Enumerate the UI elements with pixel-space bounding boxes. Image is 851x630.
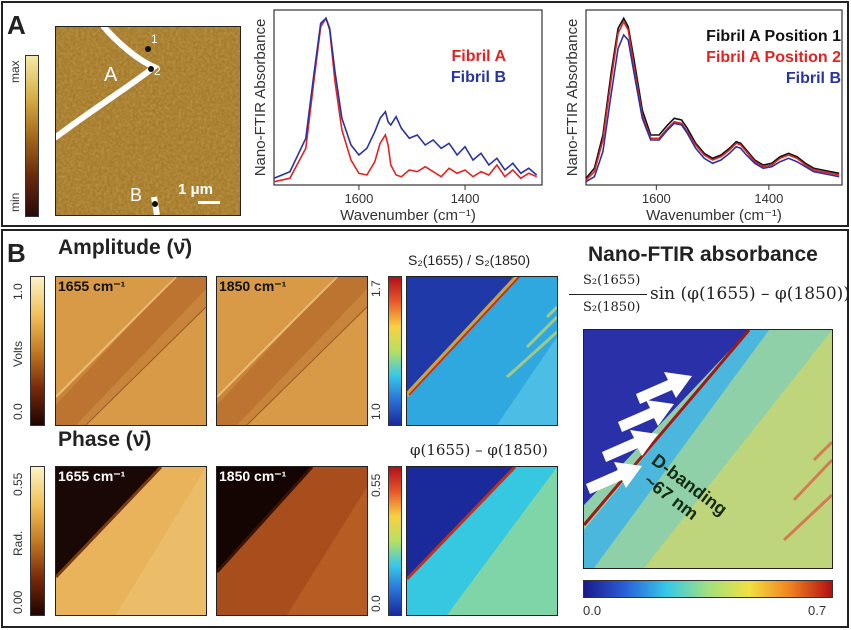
panel-letter-b: B: [7, 238, 26, 268]
legend-entry: Fibril A Position 2: [706, 49, 841, 66]
ratio-map-svg: [407, 277, 557, 425]
y-axis-title: Nano-FTIR Absorbance: [252, 19, 269, 177]
x-axis-title: Wavenumber (cm⁻¹): [340, 207, 476, 224]
phase-tag-1655: 1655 cm⁻¹: [58, 468, 126, 484]
series-line: [585, 16, 840, 179]
x-tick-label: 1600: [642, 191, 671, 206]
formula-denominator: S₂(1850): [583, 300, 641, 315]
frame-panel-b: [1, 229, 849, 628]
amplitude-tag-1850: 1850 cm⁻¹: [219, 278, 287, 294]
nano-ftir-heading: Nano-FTIR absorbance: [588, 243, 818, 266]
phase-colorbar: [30, 466, 45, 616]
afm-topography-image: [55, 26, 241, 216]
legend-entry: Fibril B: [786, 70, 841, 87]
amplitude-map-1850: [216, 276, 368, 426]
amplitude-tag-1655: 1655 cm⁻¹: [58, 278, 126, 294]
legend-entry: Fibril A Position 1: [706, 28, 841, 45]
amplitude-map-1850-svg: [217, 277, 367, 425]
scalebar: [198, 201, 220, 204]
phase-map-1850-svg: [217, 467, 367, 615]
afm-colorbar-max: max: [8, 60, 22, 83]
x-axis-title: Wavenumber (cm⁻¹): [646, 207, 782, 224]
formula-fraction-bar: [569, 294, 647, 295]
afm-scalebar-label: 1 μm: [178, 181, 214, 198]
afm-topography-svg: [56, 27, 240, 215]
legend-entry: Fibril B: [451, 69, 506, 86]
panel-letter-a: A: [7, 10, 26, 40]
phase-diff-title: φ(1655) – φ(1850): [410, 441, 548, 459]
formula-sine: sin (φ(1655) – φ(1850)): [650, 284, 850, 304]
amplitude-map-1655-svg: [56, 277, 206, 425]
nano-ftir-cb-max: 0.7: [808, 603, 827, 618]
ratio-colorbar: [388, 276, 402, 426]
phase-heading: Phase (ν̄): [58, 428, 152, 451]
afm-label-b: B: [130, 185, 143, 205]
arrow-icons: [586, 372, 692, 494]
y-axis-title: Nano-FTIR Absorbance: [564, 19, 581, 177]
ratio-map: [406, 276, 558, 426]
nano-ftir-map-svg: [584, 330, 832, 568]
amplitude-cb-bottom: 0.0: [11, 403, 25, 420]
series-line: [585, 19, 840, 181]
phase-map-1850: [216, 466, 368, 616]
series-line: [273, 16, 538, 180]
nano-ftir-colorbar: [583, 580, 833, 598]
phase-cb-top: 0.55: [11, 472, 25, 496]
ratio-cb-bottom: 1.0: [369, 403, 383, 420]
phase-diff-map-svg: [407, 467, 557, 615]
afm-colorbar-min: min: [8, 192, 22, 212]
ratio-cb-top: 1.7: [369, 280, 383, 297]
plot-frame: [585, 9, 843, 186]
amplitude-colorbar: [30, 276, 45, 426]
fibril-a-trace: [56, 27, 160, 140]
nano-ftir-absorbance-map: [583, 329, 833, 569]
legend-entry: Fibril A: [451, 48, 506, 65]
afm-pos-1: 1: [151, 32, 158, 46]
amplitude-heading: Amplitude (ν̄): [58, 236, 193, 259]
x-tick-label: 1400: [451, 191, 480, 206]
afm-colorbar: [25, 55, 39, 217]
series-line: [585, 33, 840, 183]
phase-tag-1850: 1850 cm⁻¹: [219, 468, 287, 484]
amplitude-cb-unit: Volts: [11, 340, 25, 367]
phase-map-1655-svg: [56, 467, 206, 615]
formula-numerator: S₂(1655): [583, 273, 641, 288]
marker-fibril-b: [152, 201, 158, 207]
amplitude-cb-top: 1.0: [11, 283, 25, 300]
marker-position-2: [148, 66, 154, 72]
amplitude-map-1655: [55, 276, 207, 426]
phase-cb-unit: Rad.: [11, 530, 25, 556]
phase-cb-bottom: 0.00: [11, 590, 25, 614]
plot-frame: [273, 9, 543, 186]
phase-map-1655: [55, 466, 207, 616]
nano-ftir-cb-min: 0.0: [583, 603, 602, 618]
phase-diff-colorbar: [388, 466, 402, 616]
phase-diff-map: [406, 466, 558, 616]
frame-panel-a: [1, 1, 849, 227]
phase-diff-cb-bottom: 0.0: [369, 595, 383, 612]
ratio-title: S₂(1655) / S₂(1850): [408, 252, 531, 268]
afm-label-a: A: [104, 64, 118, 86]
series-line: [273, 16, 538, 183]
marker-position-1: [145, 46, 151, 52]
afm-pos-2: 2: [154, 64, 161, 78]
phase-diff-cb-top: 0.55: [369, 473, 383, 497]
x-tick-label: 1600: [344, 191, 373, 206]
x-tick-label: 1400: [754, 191, 783, 206]
